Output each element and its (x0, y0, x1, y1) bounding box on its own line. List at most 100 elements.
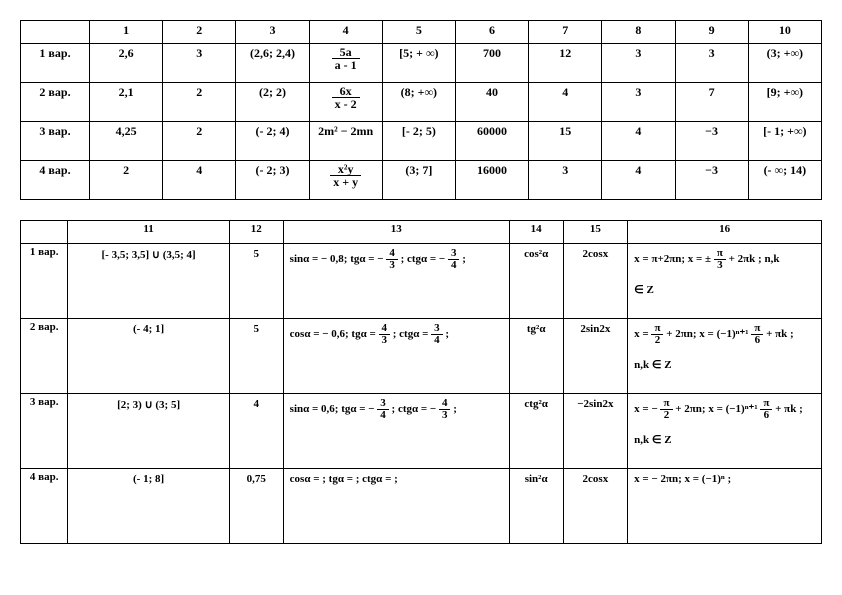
cell: 7 (675, 83, 748, 122)
row-label: 4 вар. (21, 469, 68, 544)
col-2: 2 (163, 21, 236, 44)
cell: 16000 (455, 161, 528, 200)
cell: cos²α (509, 244, 563, 319)
cell: [2; 3) ∪ (3; 5] (68, 394, 229, 469)
table-row: 2 вар. (- 4; 1] 5 cosα = − 0,6; tgα = 43… (21, 319, 822, 394)
cell: (- 4; 1] (68, 319, 229, 394)
row-label: 3 вар. (21, 122, 90, 161)
cell: (- ∞; 14) (748, 161, 821, 200)
col-1: 1 (90, 21, 163, 44)
cell: x = − 2πn; x = (−1)ⁿ ; (628, 469, 822, 544)
cell: 4,25 (90, 122, 163, 161)
cell: 5 (229, 319, 283, 394)
row-label: 2 вар. (21, 83, 90, 122)
table-row: 3 вар. [2; 3) ∪ (3; 5] 4 sinα = 0,6; tgα… (21, 394, 822, 469)
cell: [5; + ∞) (382, 44, 455, 83)
col-6: 6 (455, 21, 528, 44)
col-3: 3 (236, 21, 309, 44)
cell: tg²α (509, 319, 563, 394)
cell: 60000 (455, 122, 528, 161)
cell: (8; +∞) (382, 83, 455, 122)
cell: 3 (529, 161, 602, 200)
header-blank (21, 21, 90, 44)
cell: cosα = − 0,6; tgα = 43 ; ctgα = 34 ; (283, 319, 509, 394)
col-16: 16 (628, 221, 822, 244)
row-label: 1 вар. (21, 244, 68, 319)
cell: 2m² − 2mn (309, 122, 382, 161)
cell: 2cosx (563, 469, 628, 544)
cell: 40 (455, 83, 528, 122)
row-label: 1 вар. (21, 44, 90, 83)
col-7: 7 (529, 21, 602, 44)
cell: 2,6 (90, 44, 163, 83)
col-12: 12 (229, 221, 283, 244)
cell: 4 (229, 394, 283, 469)
cell: x²yx + y (309, 161, 382, 200)
cell: 2 (163, 122, 236, 161)
cell: 2cosx (563, 244, 628, 319)
table-row: 1 вар. 2,6 3 (2,6; 2,4) 5aa - 1 [5; + ∞)… (21, 44, 822, 83)
cell: 5 (229, 244, 283, 319)
cell: 700 (455, 44, 528, 83)
cell: 4 (602, 161, 675, 200)
cell: [- 3,5; 3,5] ∪ (3,5; 4] (68, 244, 229, 319)
col-14: 14 (509, 221, 563, 244)
cell: 3 (163, 44, 236, 83)
header-blank (21, 221, 68, 244)
cell: −3 (675, 161, 748, 200)
cell: 6xx - 2 (309, 83, 382, 122)
cell: sinα = 0,6; tgα = − 34 ; ctgα = − 43 ; (283, 394, 509, 469)
cell: 3 (602, 44, 675, 83)
row-label: 4 вар. (21, 161, 90, 200)
header-row: 1 2 3 4 5 6 7 8 9 10 (21, 21, 822, 44)
cell: ctg²α (509, 394, 563, 469)
cell: cosα = ; tgα = ; ctgα = ; (283, 469, 509, 544)
cell: (3; 7] (382, 161, 455, 200)
cell: −2sin2x (563, 394, 628, 469)
col-15: 15 (563, 221, 628, 244)
table-row: 1 вар. [- 3,5; 3,5] ∪ (3,5; 4] 5 sinα = … (21, 244, 822, 319)
row-label: 3 вар. (21, 394, 68, 469)
col-5: 5 (382, 21, 455, 44)
col-9: 9 (675, 21, 748, 44)
cell: 2 (163, 83, 236, 122)
cell: 2 (90, 161, 163, 200)
cell: 4 (602, 122, 675, 161)
cell: [- 1; +∞) (748, 122, 821, 161)
answers-table-1: 1 2 3 4 5 6 7 8 9 10 1 вар. 2,6 3 (2,6; … (20, 20, 822, 200)
cell: 4 (529, 83, 602, 122)
cell: sinα = − 0,8; tgα = − 43 ; ctgα = − 34 ; (283, 244, 509, 319)
cell: (- 1; 8] (68, 469, 229, 544)
cell: sin²α (509, 469, 563, 544)
cell: (3; +∞) (748, 44, 821, 83)
cell: x = − π2 + 2πn; x = (−1)ⁿ⁺¹ π6 + πk ;n,k… (628, 394, 822, 469)
cell: (2,6; 2,4) (236, 44, 309, 83)
cell: (- 2; 3) (236, 161, 309, 200)
answers-table-2: 11 12 13 14 15 16 1 вар. [- 3,5; 3,5] ∪ … (20, 220, 822, 544)
cell: [- 2; 5) (382, 122, 455, 161)
col-11: 11 (68, 221, 229, 244)
cell: (2; 2) (236, 83, 309, 122)
cell: 15 (529, 122, 602, 161)
cell: x = π+2πn; x = ± π3 + 2πk ; n,k∈ Z (628, 244, 822, 319)
cell: 2,1 (90, 83, 163, 122)
table-row: 4 вар. 2 4 (- 2; 3) x²yx + y (3; 7] 1600… (21, 161, 822, 200)
cell: 3 (602, 83, 675, 122)
cell: 12 (529, 44, 602, 83)
col-10: 10 (748, 21, 821, 44)
header-row: 11 12 13 14 15 16 (21, 221, 822, 244)
cell: x = π2 + 2πn; x = (−1)ⁿ⁺¹ π6 + πk ;n,k ∈… (628, 319, 822, 394)
table-row: 2 вар. 2,1 2 (2; 2) 6xx - 2 (8; +∞) 40 4… (21, 83, 822, 122)
table-row: 3 вар. 4,25 2 (- 2; 4) 2m² − 2mn [- 2; 5… (21, 122, 822, 161)
cell: 4 (163, 161, 236, 200)
row-label: 2 вар. (21, 319, 68, 394)
cell: 3 (675, 44, 748, 83)
cell: [9; +∞) (748, 83, 821, 122)
cell: 5aa - 1 (309, 44, 382, 83)
cell: −3 (675, 122, 748, 161)
col-13: 13 (283, 221, 509, 244)
col-8: 8 (602, 21, 675, 44)
table-row: 4 вар. (- 1; 8] 0,75 cosα = ; tgα = ; ct… (21, 469, 822, 544)
col-4: 4 (309, 21, 382, 44)
cell: 0,75 (229, 469, 283, 544)
